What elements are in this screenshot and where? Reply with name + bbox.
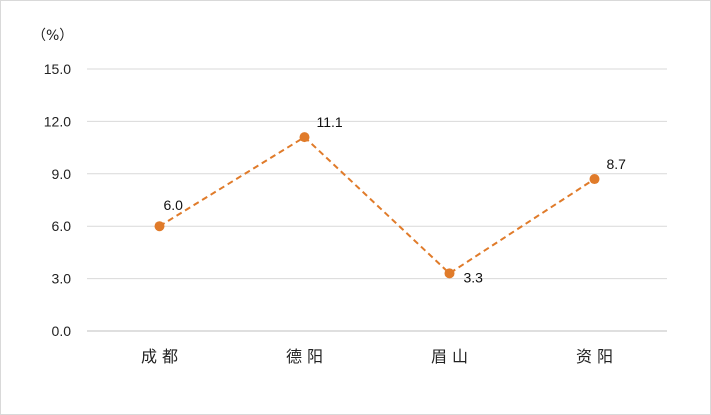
series-line [158, 135, 596, 275]
data-point [154, 221, 165, 232]
data-point [589, 174, 600, 185]
y-tick-label: 3.0 [52, 271, 72, 287]
y-tick-label: 12.0 [44, 113, 71, 129]
data-label: 8.7 [607, 156, 627, 172]
data-label: 11.1 [317, 114, 343, 130]
y-unit-label: （%） [32, 28, 73, 44]
y-tick-label: 9.0 [52, 166, 72, 182]
y-tick-label: 15.0 [44, 61, 71, 77]
x-category-label: 成 都 [141, 347, 178, 366]
x-category-label: 眉 山 [431, 347, 468, 366]
x-category-labels: 成 都德 阳眉 山资 阳 [141, 347, 613, 366]
x-category-label: 德 阳 [286, 347, 323, 366]
x-category-label: 资 阳 [576, 347, 613, 366]
y-tick-label: 6.0 [52, 218, 72, 234]
gridlines [87, 68, 667, 332]
data-point [444, 268, 455, 279]
data-labels: 6.0 11.1 3.3 8.7 [164, 114, 627, 285]
data-label: 3.3 [464, 269, 484, 285]
y-tick-label: 0.0 [52, 323, 72, 339]
data-point [299, 132, 310, 143]
series-layer [154, 132, 600, 279]
data-label: 6.0 [164, 197, 184, 213]
y-tick-labels: 0.0 3.0 6.0 9.0 12.0 15.0 [44, 61, 71, 339]
